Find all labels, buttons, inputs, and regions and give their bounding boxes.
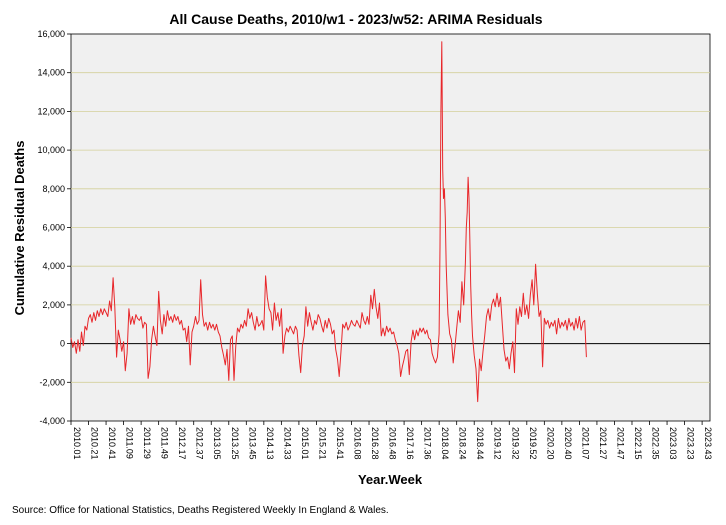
x-tick-label: 2010.21: [90, 427, 100, 460]
x-tick-label: 2014.33: [282, 427, 292, 460]
source-note: Source: Office for National Statistics, …: [12, 505, 389, 516]
x-tick-label: 2021.47: [615, 427, 625, 460]
x-tick-label: 2023.03: [668, 427, 678, 460]
x-tick-label: 2011.49: [160, 427, 170, 459]
x-tick-label: 2019.52: [528, 427, 538, 460]
x-tick-label: 2010.41: [107, 427, 117, 460]
x-tick-label: 2023.43: [703, 427, 713, 460]
y-tick-label: 10,000: [37, 145, 65, 155]
x-tick-label: 2018.44: [475, 427, 485, 460]
x-tick-label: 2021.27: [598, 427, 608, 460]
y-tick-label: 12,000: [37, 106, 65, 116]
grid-lines: [71, 72, 710, 383]
x-tick-label: 2022.15: [633, 427, 643, 460]
x-tick-label: 2019.12: [493, 427, 503, 460]
x-tick-label: 2011.09: [125, 427, 135, 459]
series-line: [70, 41, 587, 403]
x-tick-label: 2023.23: [686, 427, 696, 460]
y-tick-label: 2,000: [42, 300, 65, 310]
series-layer: [70, 41, 587, 403]
x-tick-label: 2020.20: [545, 427, 555, 460]
x-tick-label: 2020.40: [563, 427, 573, 460]
y-tick-label: 8,000: [42, 184, 65, 194]
y-tick-label: 14,000: [37, 68, 65, 78]
y-axis-label: Cumulative Residual Deaths: [12, 141, 27, 316]
x-axis-ticks: 2010.01 2010.21 2010.41 2011.09 2011.29 2011.…: [70, 421, 713, 460]
x-axis-label: Year.Week: [358, 472, 423, 487]
y-tick-label: 6,000: [42, 223, 65, 233]
x-tick-label: 2014.13: [265, 427, 275, 460]
x-tick-label: 2010.01: [72, 427, 82, 460]
x-tick-label: 2016.28: [370, 427, 380, 460]
x-tick-label: 2012.37: [195, 427, 205, 460]
y-tick-label: 16,000: [37, 29, 65, 39]
x-tick-label: 2013.45: [247, 427, 257, 460]
x-tick-label: 2018.24: [458, 427, 468, 460]
x-tick-label: 2015.41: [335, 427, 345, 460]
x-tick-label: 2013.25: [230, 427, 240, 460]
x-tick-label: 2015.21: [317, 427, 327, 460]
x-tick-label: 2018.04: [440, 427, 450, 460]
x-tick-label: 2016.48: [388, 427, 398, 460]
x-tick-label: 2013.05: [212, 427, 222, 460]
y-tick-label: -2,000: [39, 377, 65, 387]
x-tick-label: 2017.16: [405, 427, 415, 460]
x-tick-label: 2011.29: [142, 427, 152, 459]
x-tick-label: 2012.17: [177, 427, 187, 460]
chart-title: All Cause Deaths, 2010/w1 - 2023/w52: AR…: [169, 11, 542, 27]
x-tick-label: 2019.32: [510, 427, 520, 460]
x-tick-label: 2015.01: [300, 427, 310, 460]
y-tick-label: -4,000: [39, 416, 65, 426]
x-tick-label: 2017.36: [423, 427, 433, 460]
x-tick-label: 2016.08: [352, 427, 362, 460]
y-axis-ticks: -4,000 -2,000 0 2,000 4,000 6,000 8,000 10,000 1…: [37, 29, 71, 426]
y-tick-label: 0: [60, 339, 65, 349]
y-tick-label: 4,000: [42, 261, 65, 271]
x-tick-label: 2021.07: [580, 427, 590, 460]
x-tick-label: 2022.35: [651, 427, 661, 460]
